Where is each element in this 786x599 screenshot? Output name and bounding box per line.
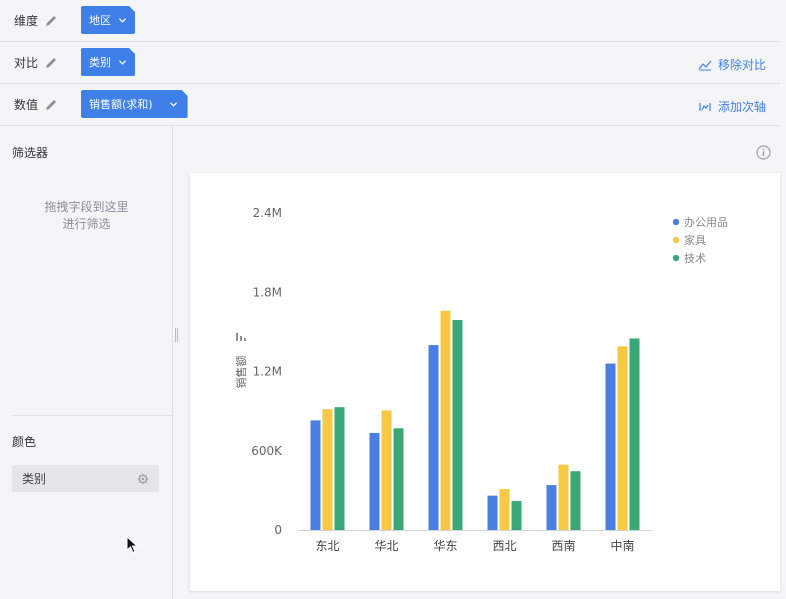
bar[interactable] [487, 495, 498, 530]
bar[interactable] [558, 464, 569, 530]
bar[interactable] [499, 489, 510, 530]
bar[interactable] [629, 338, 640, 530]
filter-hint-line2: 进行筛选 [62, 217, 111, 231]
value-row: 数值 销售额(求和) 添加次轴 [0, 84, 780, 126]
bar[interactable] [440, 310, 451, 530]
x-tick-label: 东北 [315, 539, 339, 553]
filter-drop-zone[interactable]: 拖拽字段到这里 进行筛选 [0, 199, 173, 233]
bar[interactable] [452, 319, 463, 530]
resize-handle[interactable] [175, 328, 178, 342]
remove-compare-label: 移除对比 [717, 58, 766, 72]
x-tick-label: 中南 [610, 538, 634, 553]
chevron-down-icon [169, 100, 178, 109]
bar[interactable] [393, 428, 404, 530]
bar[interactable] [322, 409, 333, 530]
value-pill[interactable]: 销售额(求和) [81, 90, 188, 118]
left-sidebar: 筛选器 拖拽字段到这里 进行筛选 颜色 类别 [0, 126, 173, 599]
legend-label[interactable]: 办公用品 [684, 216, 728, 229]
add-secondary-axis-button[interactable]: 添加次轴 [698, 98, 766, 115]
legend-marker [672, 254, 680, 262]
pencil-icon[interactable] [44, 14, 58, 28]
info-icon[interactable] [756, 145, 771, 160]
compare-row: 对比 类别 移除对比 [0, 42, 780, 84]
filter-hint-line1: 拖拽字段到这里 [44, 200, 129, 214]
legend-marker [672, 236, 680, 244]
x-tick-label: 华北 [374, 539, 398, 553]
add-secondary-axis-label: 添加次轴 [717, 100, 766, 114]
dimension-pill[interactable]: 地区 [81, 6, 135, 34]
gear-icon[interactable] [137, 473, 149, 485]
bar[interactable] [605, 363, 616, 530]
compare-pill[interactable]: 类别 [81, 48, 135, 76]
y-axis-label: 销售额 [235, 355, 248, 389]
legend-marker [672, 218, 680, 226]
bar[interactable] [310, 420, 321, 530]
bar[interactable] [381, 410, 392, 530]
y-axis-label-wrap: 销售额 [232, 330, 252, 392]
bar[interactable] [369, 432, 380, 530]
compare-label: 对比 [14, 56, 39, 70]
dimension-pill-label: 地区 [89, 14, 111, 27]
bar[interactable] [511, 500, 522, 530]
field-config-bar: 维度 地区 对比 类别 移除对比 数值 销售额(求和) [0, 0, 786, 126]
y-tick-label: 1.8M [253, 285, 282, 299]
dimension-label: 维度 [14, 14, 39, 28]
sort-icon[interactable] [236, 333, 246, 341]
compare-pill-label: 类别 [89, 56, 111, 69]
axis-icon [699, 102, 711, 111]
x-tick-label: 华东 [433, 539, 457, 553]
remove-compare-button[interactable]: 移除对比 [698, 56, 766, 73]
dimension-label-wrap: 维度 [14, 12, 58, 29]
pencil-icon[interactable] [44, 56, 58, 70]
legend-label[interactable]: 家具 [684, 233, 706, 247]
chevron-down-icon [118, 58, 127, 67]
y-tick-label: 2.4M [253, 206, 282, 220]
chart-panel: 0 600K 1.2M 1.8M 2.4M 东北 华北 华东 西北 西南 中南 办公用品家具技术 [190, 173, 780, 591]
pencil-icon[interactable] [44, 98, 58, 112]
legend-label[interactable]: 技术 [684, 252, 706, 265]
x-tick-label: 西北 [492, 539, 516, 553]
chevron-down-icon [118, 16, 127, 25]
x-tick-label: 西南 [551, 538, 575, 553]
bar[interactable] [428, 345, 439, 530]
filter-title: 筛选器 [12, 146, 49, 160]
value-label: 数值 [14, 98, 39, 112]
dimension-row: 维度 地区 [0, 0, 780, 42]
color-title: 颜色 [12, 435, 37, 449]
value-pill-label: 销售额(求和) [89, 98, 153, 111]
mouse-cursor-icon [126, 536, 138, 554]
y-tick-label: 600K [251, 444, 283, 458]
bar[interactable] [570, 471, 581, 530]
remove-compare-icon [698, 60, 712, 70]
color-field-chip[interactable]: 类别 [12, 465, 159, 492]
y-tick-label: 0 [274, 523, 282, 537]
bar[interactable] [334, 407, 345, 530]
divider [12, 415, 173, 416]
y-tick-label: 1.2M [253, 365, 282, 379]
bar[interactable] [617, 346, 628, 530]
compare-label-wrap: 对比 [14, 54, 58, 71]
value-label-wrap: 数值 [14, 96, 58, 113]
color-field-label: 类别 [22, 472, 47, 486]
bar[interactable] [546, 485, 557, 530]
